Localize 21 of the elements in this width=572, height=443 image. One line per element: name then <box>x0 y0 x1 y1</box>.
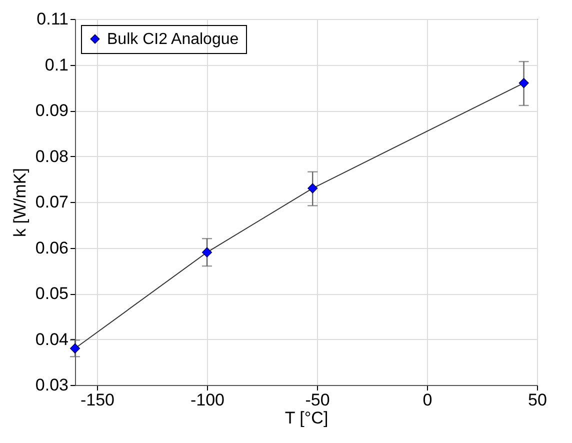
x-tick-label: -50 <box>305 390 330 410</box>
y-tick-label: 0.06 <box>35 238 68 258</box>
x-tick-label: 0 <box>422 390 432 410</box>
y-tick-label: 0.05 <box>35 284 68 303</box>
y-tick-label: 0.11 <box>36 10 68 28</box>
y-tick-label: 0.08 <box>35 146 68 166</box>
y-tick-label: 0.03 <box>35 376 68 394</box>
y-tick-label: 0.09 <box>35 101 68 120</box>
y-tick-label: 0.1 <box>44 55 68 74</box>
y-axis-title: k [W/mK] <box>10 168 30 237</box>
point <box>70 343 80 354</box>
x-tick-label: -150 <box>80 390 115 410</box>
y-tick-label: 0.07 <box>35 192 68 212</box>
x-tick-label: -100 <box>190 390 225 410</box>
point <box>308 183 318 194</box>
point <box>518 78 529 88</box>
x-tick-label: 50 <box>528 390 547 410</box>
x-axis-title: T [°C] <box>284 408 328 428</box>
y-tick-label: 0.04 <box>35 330 68 349</box>
legend-label: Bulk CI2 Analogue <box>107 31 239 48</box>
point <box>202 247 212 258</box>
